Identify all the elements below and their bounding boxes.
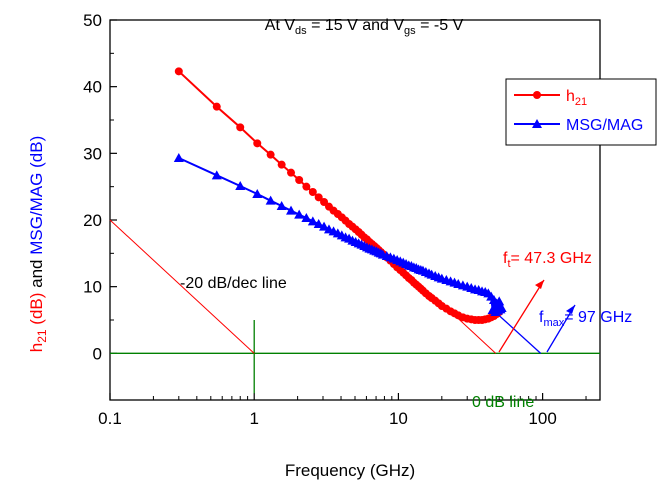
h21-point bbox=[308, 188, 317, 196]
zero-db-annotation: 0 dB line bbox=[472, 394, 534, 411]
legend-h21-label: h21 bbox=[566, 88, 587, 108]
msg-point bbox=[294, 209, 305, 219]
x-tick-label: 1 bbox=[249, 409, 258, 428]
x-tick-label: 100 bbox=[528, 409, 556, 428]
h21-point bbox=[302, 182, 311, 191]
y-label-h21: h bbox=[27, 343, 46, 352]
y-label-h21-unit: (dB) bbox=[27, 293, 46, 330]
y-tick-label: 30 bbox=[83, 144, 102, 163]
legend-h21-marker bbox=[533, 91, 541, 99]
x-tick-label: 10 bbox=[389, 409, 408, 428]
slope-line-annotation: -20 dB/dec line bbox=[180, 275, 287, 292]
h21-point bbox=[314, 193, 323, 202]
msg-point bbox=[301, 213, 312, 222]
title-end: = -5 V bbox=[416, 17, 464, 34]
msg-point bbox=[286, 205, 297, 215]
msg-point bbox=[313, 219, 324, 228]
title-ds-sub: ds bbox=[295, 25, 307, 37]
title-at: At V bbox=[265, 17, 296, 34]
h21-point bbox=[287, 168, 296, 177]
y-axis-label: h21 (dB) and MSG/MAG (dB) bbox=[27, 136, 49, 353]
msg-point bbox=[173, 153, 184, 162]
legend-h21-main: h bbox=[566, 88, 575, 105]
fmax-main: f bbox=[539, 309, 544, 326]
h21-point bbox=[277, 160, 286, 169]
chart-title: At Vds = 15 V and Vgs = -5 V bbox=[265, 17, 464, 37]
x-tick-label: 0.1 bbox=[98, 409, 122, 428]
legend-msg-label: MSG/MAG bbox=[566, 117, 643, 134]
msg-point bbox=[276, 201, 287, 210]
title-gs-sub: gs bbox=[404, 25, 416, 37]
msg-point bbox=[265, 195, 276, 205]
plot-area: 0 10 20 30 40 50 0.1 1 10 100 bbox=[83, 11, 601, 428]
chart-title-text: At Vds = 15 V and Vgs = -5 V bbox=[265, 17, 464, 37]
y-tick-label: 20 bbox=[83, 211, 102, 230]
slope-line bbox=[109, 219, 255, 354]
msg-point bbox=[235, 181, 246, 190]
y-tick-label: 50 bbox=[83, 11, 102, 30]
msg-point bbox=[211, 170, 222, 180]
h21-point bbox=[295, 176, 304, 184]
fmax-value: = 97 GHz bbox=[564, 309, 632, 326]
ft-annotation: ft= 47.3 GHz bbox=[503, 250, 592, 270]
legend-box bbox=[505, 78, 657, 146]
msg-extrapolation-line bbox=[496, 312, 542, 354]
y-tick-label: 40 bbox=[83, 78, 102, 97]
y-label-h21-sub: 21 bbox=[35, 329, 49, 343]
msg-point bbox=[307, 216, 318, 226]
msg-point bbox=[252, 189, 263, 198]
h21-point bbox=[174, 67, 183, 76]
ft-arrow bbox=[498, 279, 545, 353]
y-label-msg: MSG/MAG (dB) bbox=[27, 136, 46, 255]
fmax-sub: max bbox=[543, 317, 564, 329]
y-tick-label: 0 bbox=[93, 344, 102, 363]
ft-value: = 47.3 GHz bbox=[511, 250, 592, 267]
legend: h21 MSG/MAG bbox=[505, 78, 657, 146]
h21-point bbox=[266, 150, 275, 159]
msg-point bbox=[319, 221, 330, 231]
msg-point bbox=[496, 303, 507, 312]
ft-main: f bbox=[503, 250, 508, 267]
h21-point bbox=[253, 139, 262, 148]
fmax-arrow-head bbox=[566, 305, 575, 314]
legend-msg-marker bbox=[532, 119, 542, 128]
h21-point bbox=[236, 123, 245, 132]
title-mid: = 15 V and V bbox=[307, 17, 405, 34]
ft-sub: t bbox=[507, 258, 510, 270]
y-label-and: and bbox=[27, 255, 46, 293]
y-tick-label: 10 bbox=[83, 278, 102, 297]
fmax-annotation: fmax= 97 GHz bbox=[539, 309, 632, 329]
x-axis-label: Frequency (GHz) bbox=[285, 461, 415, 480]
ft-arrow-head bbox=[535, 280, 544, 289]
legend-h21-sub: 21 bbox=[575, 96, 587, 108]
h21-point bbox=[212, 102, 221, 111]
